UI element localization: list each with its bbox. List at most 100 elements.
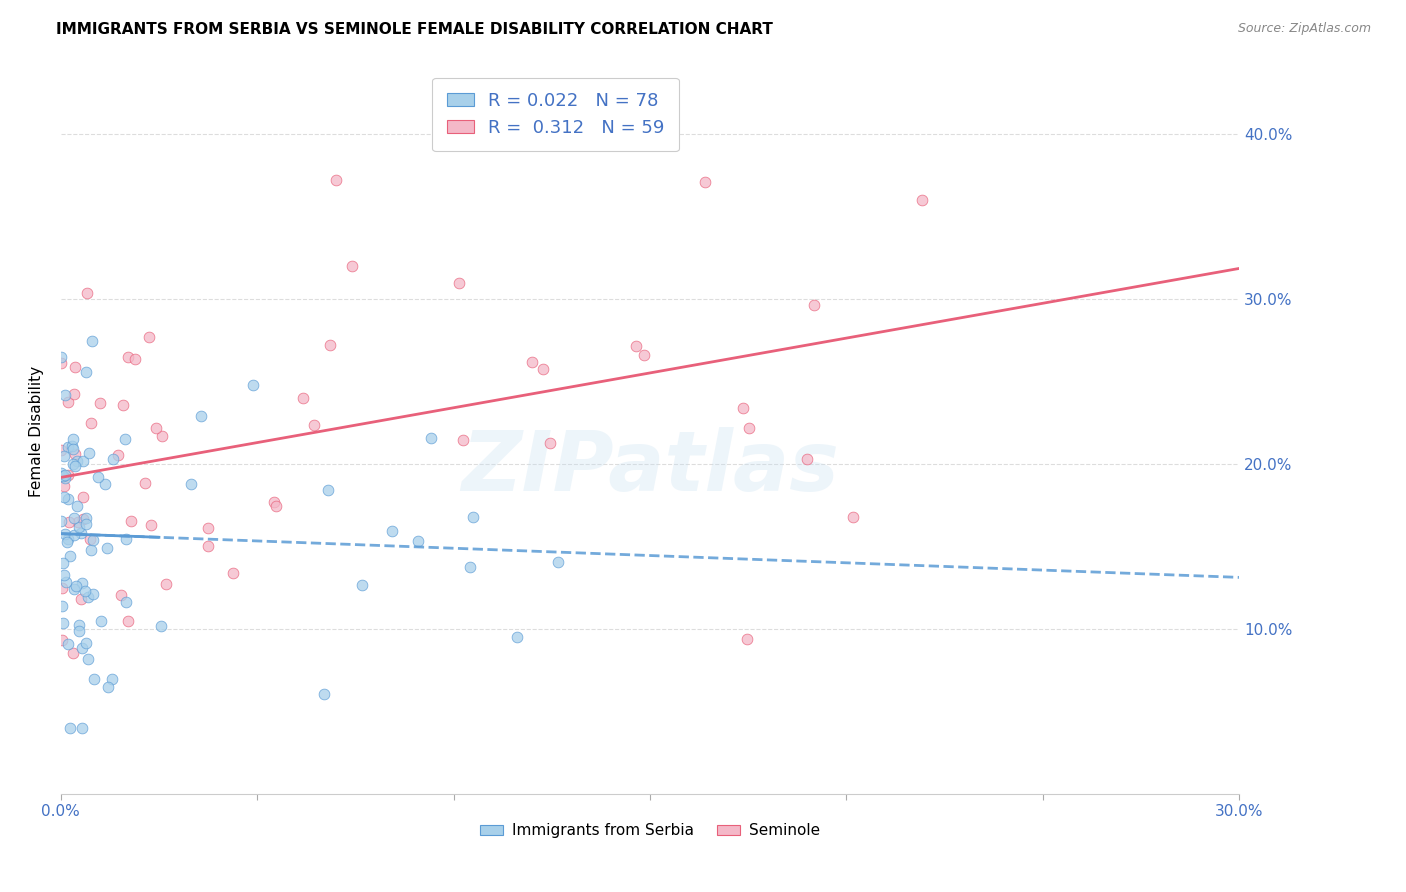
Point (59, 721, 82, 735)
Point (420, 432, 443, 446)
Point (547, 556, 569, 570)
Point (62, 432, 84, 446)
Point (222, 566, 245, 581)
Point (67, 624, 90, 638)
Point (197, 521, 219, 535)
Point (63, 447, 86, 461)
Point (242, 377, 264, 392)
Point (138, 330, 160, 344)
Point (52, 615, 75, 630)
Point (63, 511, 86, 525)
Point (51, 514, 73, 528)
Point (738, 421, 761, 435)
Point (82, 587, 104, 601)
Point (59, 549, 82, 563)
Point (96, 541, 118, 555)
Point (101, 451, 124, 466)
Point (72, 490, 94, 504)
Point (60, 440, 83, 454)
Point (449, 277, 471, 291)
Point (56, 637, 79, 651)
Point (263, 495, 285, 509)
Point (70, 576, 93, 591)
Point (70, 721, 93, 735)
Point (65, 458, 87, 473)
Point (124, 351, 146, 366)
Point (458, 560, 481, 574)
Point (197, 539, 219, 553)
Point (117, 614, 139, 628)
Point (451, 433, 474, 447)
Point (461, 510, 484, 524)
Point (66, 453, 89, 467)
Point (75, 636, 97, 650)
Point (540, 436, 562, 450)
Point (53, 470, 76, 484)
Text: Source: ZipAtlas.com: Source: ZipAtlas.com (1237, 22, 1371, 36)
Point (62, 646, 84, 660)
Point (75, 510, 97, 524)
Point (190, 409, 212, 423)
Point (70, 641, 93, 656)
Point (53, 526, 76, 541)
Point (72, 512, 94, 526)
Point (75, 516, 97, 531)
Point (87, 469, 110, 483)
Point (350, 578, 373, 592)
Point (114, 432, 136, 446)
Point (55, 575, 77, 590)
Point (302, 418, 325, 433)
Legend: Immigrants from Serbia, Seminole: Immigrants from Serbia, Seminole (474, 817, 827, 845)
Point (82, 533, 104, 548)
Point (312, 688, 335, 702)
Point (70, 591, 93, 606)
Point (58, 516, 80, 530)
Point (67, 520, 90, 534)
Y-axis label: Female Disability: Female Disability (30, 366, 44, 497)
Point (134, 475, 156, 490)
Point (381, 524, 404, 538)
Point (53, 467, 76, 482)
Point (111, 398, 134, 412)
Point (82, 334, 104, 348)
Point (319, 338, 342, 352)
Point (58, 394, 80, 409)
Point (406, 534, 429, 549)
Point (52, 468, 75, 483)
Point (80, 542, 103, 557)
Point (316, 483, 339, 497)
Point (55, 534, 77, 549)
Point (63, 387, 86, 401)
Point (340, 259, 363, 273)
Point (150, 619, 173, 633)
Point (76, 285, 98, 300)
Point (70, 526, 93, 541)
Point (101, 673, 124, 687)
Point (911, 193, 934, 207)
Point (51, 633, 73, 648)
Point (53, 490, 76, 504)
Point (633, 348, 655, 362)
Point (63, 359, 86, 374)
Point (52, 567, 75, 582)
Point (51, 599, 73, 614)
Point (522, 355, 544, 369)
Point (75, 365, 97, 379)
Point (150, 429, 173, 443)
Point (72, 453, 94, 467)
Point (79, 417, 101, 431)
Point (89, 396, 111, 410)
Point (53, 388, 76, 402)
Point (83, 673, 105, 687)
Point (120, 514, 142, 528)
Point (53, 479, 76, 493)
Text: ZIPatlas: ZIPatlas (461, 427, 839, 508)
Point (51, 443, 73, 458)
Point (94, 477, 117, 491)
Point (67, 617, 90, 632)
Point (115, 532, 138, 546)
Point (180, 477, 202, 491)
Point (505, 630, 527, 644)
Point (264, 499, 287, 513)
Point (66, 499, 89, 513)
